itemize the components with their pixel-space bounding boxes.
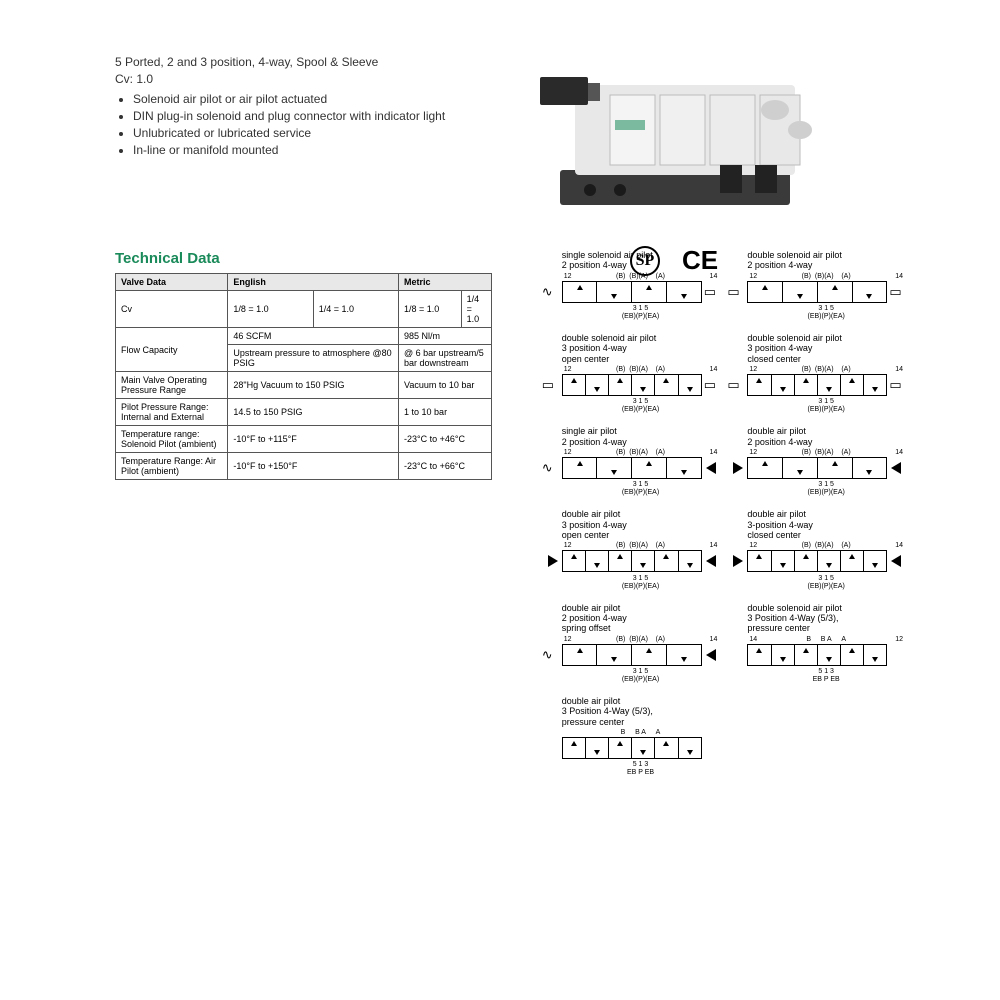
schematic-symbol — [562, 457, 702, 479]
td: -10°F to +115°F — [228, 426, 399, 453]
schematic-title: double air pilot2 position 4-wayspring o… — [562, 603, 720, 634]
schematic-symbol — [747, 644, 887, 666]
certification-row: SP CE — [630, 245, 718, 276]
schematic-symbol — [562, 737, 702, 759]
schematic-port-labels: 5 1 3EB P EB — [562, 761, 720, 777]
schematic-port-labels: 12(B) (B)(A) (A)14 — [562, 636, 720, 644]
ce-icon: CE — [682, 245, 718, 276]
td: 46 SCFM — [228, 328, 399, 345]
schematic-title: double solenoid air pilot3 Position 4-Wa… — [747, 603, 905, 634]
schematic-symbol — [562, 644, 702, 666]
schematic-port-labels: 12(B) (B)(A) (A)14 — [562, 542, 720, 550]
td: Flow Capacity — [116, 328, 228, 372]
schematic-port-labels: 3 1 5(EB)(P)(EA) — [747, 305, 905, 321]
schematic-port-labels: B B A A — [562, 729, 720, 737]
schematic-title: single air pilot2 position 4-way — [562, 426, 720, 447]
schematic-port-labels: 3 1 5(EB)(P)(EA) — [747, 398, 905, 414]
bullet: In-line or manifold mounted — [133, 143, 465, 157]
schematic: double solenoid air pilot3 Position 4-Wa… — [747, 603, 905, 684]
schematic-symbol — [747, 374, 887, 396]
schematic-port-labels: 12(B) (B)(A) (A)14 — [562, 449, 720, 457]
product-photo — [520, 55, 850, 225]
td: -23°C to +66°C — [399, 453, 492, 480]
bullet: Solenoid air pilot or air pilot actuated — [133, 92, 465, 106]
td: 1 to 10 bar — [399, 399, 492, 426]
schematic-title: double air pilot2 position 4-way — [747, 426, 905, 447]
schematic-port-labels: 3 1 5(EB)(P)(EA) — [562, 305, 720, 321]
th: Valve Data — [116, 274, 228, 291]
schematic-symbol — [562, 550, 702, 572]
schematic-symbol — [747, 457, 887, 479]
schematic: double air pilot2 position 4-way 12(B) (B… — [747, 426, 905, 497]
schematic-symbol — [562, 281, 702, 303]
schematic-port-labels: 3 1 5(EB)(P)(EA) — [562, 575, 720, 591]
schematic-port-labels: 12(B) (B)(A) (A)14 — [747, 449, 905, 457]
td: -10°F to +150°F — [228, 453, 399, 480]
schematic-symbol — [562, 374, 702, 396]
schematic-title: double solenoid air pilot2 position 4-wa… — [747, 250, 905, 271]
schematic: double air pilot3-position 4-wayclosed c… — [747, 509, 905, 590]
td: Temperature Range: Air Pilot (ambient) — [116, 453, 228, 480]
schematic: double air pilot2 position 4-wayspring o… — [562, 603, 720, 684]
schematic-port-labels: 3 1 5(EB)(P)(EA) — [562, 481, 720, 497]
td: Temperature range: Solenoid Pilot (ambie… — [116, 426, 228, 453]
schematic: double solenoid air pilot2 position 4-wa… — [747, 250, 905, 321]
section-title: Technical Data — [115, 250, 492, 267]
schematic-port-labels: 3 1 5(EB)(P)(EA) — [747, 575, 905, 591]
td: @ 6 bar upstream/5 bar downstream — [399, 345, 492, 372]
bullet: DIN plug-in solenoid and plug connector … — [133, 109, 465, 123]
td: 1/8 = 1.0 — [228, 291, 313, 328]
schematic: double solenoid air pilot3 position 4-wa… — [562, 333, 720, 414]
header-block: 5 Ported, 2 and 3 position, 4-way, Spool… — [115, 55, 465, 160]
schematic: double air pilot3 Position 4-Way (5/3),p… — [562, 696, 720, 777]
schematic-port-labels: 14B B A A12 — [747, 636, 905, 644]
feature-bullets: Solenoid air pilot or air pilot actuated… — [115, 92, 465, 157]
schematic: single air pilot2 position 4-way 12(B) (B… — [562, 426, 720, 497]
td: Upstream pressure to atmosphere @80 PSIG — [228, 345, 399, 372]
schematic: double air pilot3 position 4-wayopen cen… — [562, 509, 720, 590]
schematic: double solenoid air pilot3 position 4-wa… — [747, 333, 905, 414]
schematic-title: double solenoid air pilot3 position 4-wa… — [747, 333, 905, 364]
schematic-port-labels: 12(B) (B)(A) (A)14 — [562, 366, 720, 374]
schematic-port-labels: 3 1 5(EB)(P)(EA) — [747, 481, 905, 497]
schematic-port-labels: 12(B) (B)(A) (A)14 — [747, 542, 905, 550]
schematic-port-labels: 3 1 5(EB)(P)(EA) — [562, 668, 720, 684]
header-line-1: 5 Ported, 2 and 3 position, 4-way, Spool… — [115, 55, 465, 69]
technical-data-table: Valve Data English Metric Cv 1/8 = 1.0 1… — [115, 273, 492, 480]
schematic-grid: single solenoid air pilot2 position 4-wa… — [562, 250, 905, 777]
schematic-symbol — [747, 550, 887, 572]
csa-icon: SP — [630, 246, 660, 276]
schematic-port-labels: 12(B) (B)(A) (A)14 — [747, 366, 905, 374]
td: 1/4 = 1.0 — [313, 291, 398, 328]
schematic-title: double air pilot3 position 4-wayopen cen… — [562, 509, 720, 540]
td: 1/4 = 1.0 — [461, 291, 491, 328]
td: -23°C to +46°C — [399, 426, 492, 453]
bullet: Unlubricated or lubricated service — [133, 126, 465, 140]
schematic-symbol — [747, 281, 887, 303]
schematic-title: double air pilot3-position 4-wayclosed c… — [747, 509, 905, 540]
td: Pilot Pressure Range: Internal and Exter… — [116, 399, 228, 426]
schematic-port-labels: 5 1 3EB P EB — [747, 668, 905, 684]
schematic-port-labels: 3 1 5(EB)(P)(EA) — [562, 398, 720, 414]
td: 1/8 = 1.0 — [399, 291, 462, 328]
th: English — [228, 274, 399, 291]
th: Metric — [399, 274, 492, 291]
td: 14.5 to 150 PSIG — [228, 399, 399, 426]
schematic-port-labels: 12(B) (B)(A) (A)14 — [747, 273, 905, 281]
td: Vacuum to 10 bar — [399, 372, 492, 399]
td: Main Valve Operating Pressure Range — [116, 372, 228, 399]
schematic-title: double air pilot3 Position 4-Way (5/3),p… — [562, 696, 720, 727]
schematic-title: double solenoid air pilot3 position 4-wa… — [562, 333, 720, 364]
td: 28"Hg Vacuum to 150 PSIG — [228, 372, 399, 399]
td: 985 Nl/m — [399, 328, 492, 345]
header-line-2: Cv: 1.0 — [115, 72, 465, 86]
td: Cv — [116, 291, 228, 328]
